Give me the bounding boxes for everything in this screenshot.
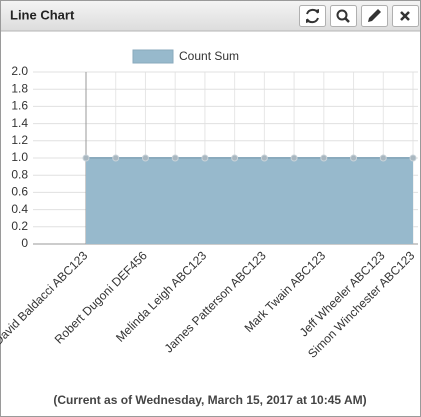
y-tick-label: 1.0 bbox=[11, 150, 28, 164]
edit-button[interactable] bbox=[361, 5, 388, 27]
legend-swatch bbox=[132, 49, 174, 64]
y-tick-label: 0.4 bbox=[11, 202, 28, 216]
point bbox=[290, 154, 298, 162]
footer-text: (Current as of Wednesday, March 15, 2017… bbox=[53, 393, 366, 407]
point bbox=[260, 154, 268, 162]
y-tick-label: 0.6 bbox=[11, 185, 28, 199]
point bbox=[82, 154, 90, 162]
y-tick-label: 2.0 bbox=[11, 64, 28, 78]
point bbox=[409, 154, 417, 162]
point bbox=[201, 154, 209, 162]
point bbox=[141, 154, 149, 162]
point bbox=[112, 154, 120, 162]
legend-label: Count Sum bbox=[179, 49, 239, 63]
point bbox=[320, 154, 328, 162]
point bbox=[350, 154, 358, 162]
point bbox=[171, 154, 179, 162]
search-button[interactable] bbox=[330, 5, 357, 27]
y-tick-label: 1.6 bbox=[11, 99, 28, 113]
y-tick-label: 1.2 bbox=[11, 133, 28, 147]
y-tick-label: 1.8 bbox=[11, 81, 28, 95]
point bbox=[231, 154, 239, 162]
area bbox=[86, 158, 413, 244]
close-button[interactable] bbox=[392, 5, 419, 27]
y-tick-label: 1.4 bbox=[11, 116, 28, 130]
point bbox=[379, 154, 387, 162]
y-tick-label: 0 bbox=[21, 236, 28, 250]
y-tick-label: 0.2 bbox=[11, 219, 28, 233]
refresh-button[interactable] bbox=[299, 5, 326, 27]
header-title: Line Chart bbox=[10, 7, 75, 22]
y-tick-label: 0.8 bbox=[11, 167, 28, 181]
